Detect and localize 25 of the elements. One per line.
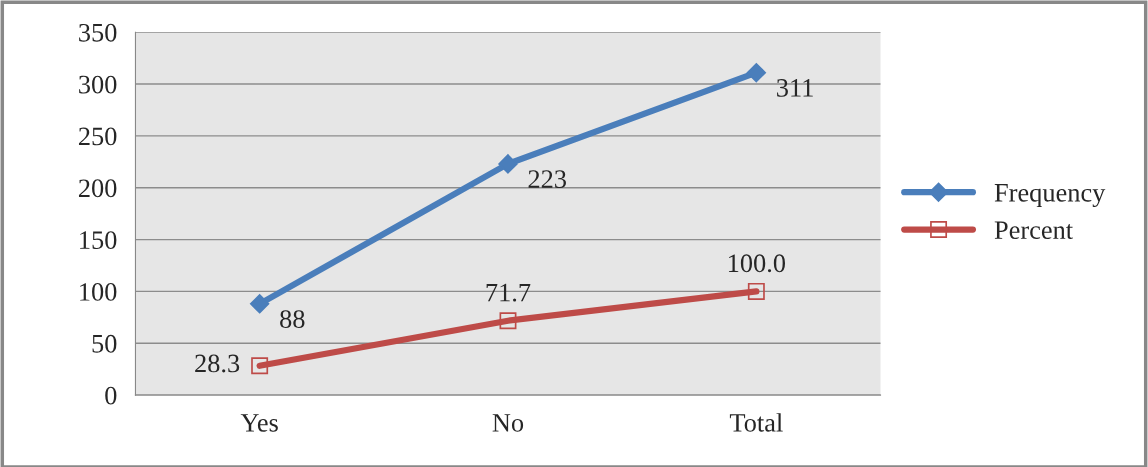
- y-tick-label: 200: [78, 179, 117, 198]
- x-tick-label: No: [492, 414, 524, 432]
- legend-label: Percent: [994, 221, 1073, 240]
- y-tick-label: 250: [78, 127, 117, 146]
- point: [498, 154, 518, 174]
- data-label: 71.7: [486, 283, 531, 302]
- x-tick-label: Yes: [240, 414, 278, 432]
- y-tick-label: 150: [80, 231, 117, 249]
- legend-label: Frequency: [994, 184, 1106, 208]
- point: [251, 357, 269, 375]
- data-label: 100.0: [728, 254, 786, 273]
- point: [499, 312, 517, 330]
- y-tick-label: 100: [80, 283, 117, 301]
- data-label: 223: [528, 170, 566, 189]
- point: [746, 62, 767, 83]
- data-label: 311: [777, 79, 813, 97]
- point: [249, 294, 270, 314]
- data-label: 88: [280, 310, 305, 328]
- y-tick-label: 350: [79, 23, 117, 42]
- y-tick-label: 0: [105, 386, 117, 405]
- y-tick-label: 300: [79, 75, 117, 94]
- y-tick-label: 50: [92, 334, 117, 353]
- point: [747, 282, 765, 300]
- data-label: 28.3: [195, 354, 240, 373]
- x-tick-label: Total: [729, 413, 783, 432]
